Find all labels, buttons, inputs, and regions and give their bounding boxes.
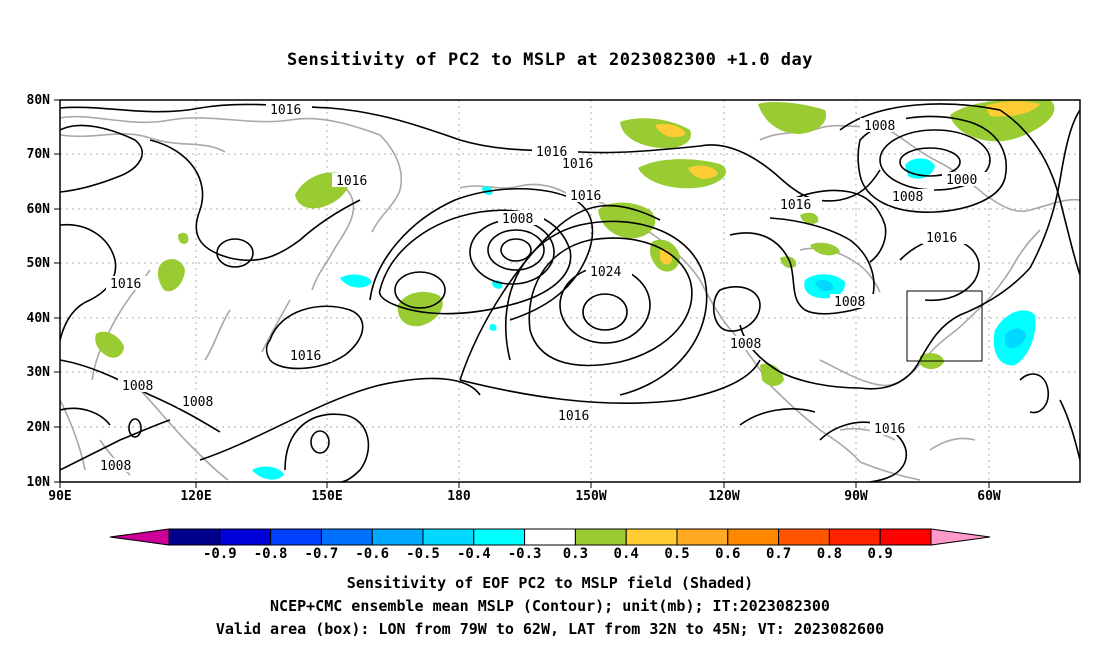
colorbar-cell — [727, 528, 780, 546]
colorbar-cell — [270, 528, 322, 546]
contour-label: 1016 — [336, 174, 367, 189]
caption-line-3: Valid area (box): LON from 79W to 62W, L… — [215, 620, 885, 638]
lon-label: 150W — [575, 489, 606, 504]
contour-label: 1016 — [558, 409, 589, 424]
lon-label: 180 — [447, 489, 471, 504]
colorbar-cell — [168, 528, 221, 546]
colorbar-label: 0.7 — [766, 546, 791, 562]
contour-label: 1008 — [502, 212, 533, 227]
lat-label: 50N — [27, 256, 51, 271]
contour-label: 1016 — [570, 189, 601, 204]
colorbar-cell — [574, 528, 627, 546]
contour-label: 1008 — [182, 395, 213, 410]
colorbar-cell — [524, 528, 576, 546]
caption-line-1: Sensitivity of EOF PC2 to MSLP field (Sh… — [346, 574, 754, 592]
colorbar-cell — [371, 528, 424, 546]
lon-label: 150E — [311, 489, 342, 504]
colorbar-label: -0.3 — [508, 546, 542, 562]
colorbar-low-triangle — [109, 528, 170, 546]
colorbar-label: 0.9 — [868, 546, 893, 562]
contour-label: 1016 — [926, 231, 957, 246]
lon-label: 60W — [977, 489, 1001, 504]
colorbar-label: 0.6 — [715, 546, 740, 562]
caption-line-2: NCEP+CMC ensemble mean MSLP (Contour); u… — [270, 597, 830, 615]
contour-label: 1008 — [730, 337, 761, 352]
contour-label: 1016 — [110, 277, 141, 292]
plot-title: Sensitivity of PC2 to MSLP at 2023082300… — [286, 50, 813, 70]
colorbar-label: -0.4 — [457, 546, 491, 562]
contour-label: 1016 — [290, 349, 321, 364]
contour-label: 1024 — [590, 265, 621, 280]
lat-label: 40N — [27, 311, 51, 326]
lon-label: 120W — [708, 489, 739, 504]
mslp-contours — [60, 103, 1080, 482]
contour-label: 1008 — [892, 190, 923, 205]
colorbar-cell — [828, 528, 881, 546]
sensitivity-shading — [95, 100, 1055, 480]
lat-label: 70N — [27, 147, 51, 162]
colorbar-label: -0.7 — [305, 546, 339, 562]
contour-label: 1016 — [562, 157, 593, 172]
colorbar-label: -0.5 — [406, 546, 440, 562]
valid-area-box — [906, 290, 983, 362]
colorbar-label: 0.8 — [817, 546, 842, 562]
colorbar-cell — [778, 528, 830, 546]
colorbar-cell — [422, 528, 475, 546]
contour-label: 1016 — [780, 198, 811, 213]
contour-label: 1008 — [864, 119, 895, 134]
colorbar-cell — [879, 528, 932, 546]
lat-label: 30N — [27, 365, 51, 380]
lon-label: 90W — [844, 489, 868, 504]
axis-ticks — [54, 99, 990, 488]
map-frame — [59, 99, 1081, 483]
contour-label: 1008 — [122, 379, 153, 394]
contour-label: 1016 — [270, 103, 301, 118]
lat-label: 10N — [27, 475, 51, 490]
colorbar-high-triangle — [930, 528, 991, 546]
coastlines — [60, 115, 1080, 481]
contour-label: 1008 — [100, 459, 131, 474]
lon-label: 120E — [180, 489, 211, 504]
colorbar-cell — [676, 528, 729, 546]
colorbar-cell — [320, 528, 373, 546]
contour-label: 1008 — [834, 295, 865, 310]
lon-label: 90E — [48, 489, 71, 504]
colorbar-label: 0.4 — [614, 546, 639, 562]
lat-label: 20N — [27, 420, 51, 435]
colorbar-label: -0.6 — [355, 546, 389, 562]
contour-label: 1000 — [946, 173, 977, 188]
colorbar-cell — [625, 528, 678, 546]
contour-label-group: 1016 1016 1016 1016 1016 1016 1016 1016 … — [96, 102, 988, 474]
contour-label: 1016 — [874, 422, 905, 437]
colorbar-label: 0.3 — [563, 546, 588, 562]
colorbar-cell — [473, 528, 526, 546]
colorbar-cell — [219, 528, 272, 546]
colorbar-label: -0.9 — [203, 546, 237, 562]
lat-label: 80N — [27, 93, 51, 108]
lat-label: 60N — [27, 202, 51, 217]
colorbar-label: -0.8 — [254, 546, 288, 562]
colorbar: -0.9 -0.8 -0.7 -0.6 -0.5 -0.4 -0.3 0.3 0.4 0.5 0.6… — [109, 528, 991, 562]
colorbar-label: 0.5 — [664, 546, 689, 562]
